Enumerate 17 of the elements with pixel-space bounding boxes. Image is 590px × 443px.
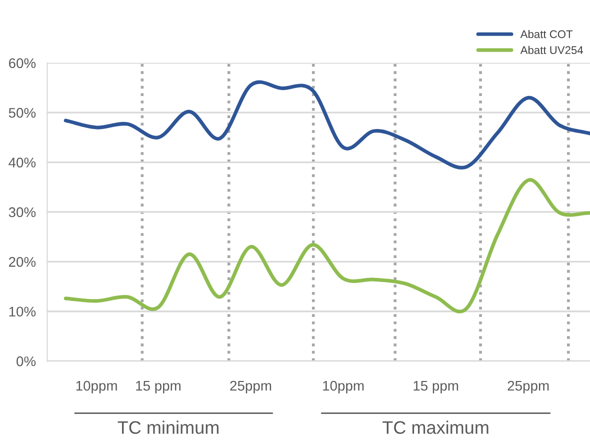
text: TC minimum bbox=[118, 420, 218, 434]
y-tick-label: 30% bbox=[8, 207, 36, 218]
x-tick-label: 25ppm bbox=[508, 380, 549, 394]
legend-label: Abatt UV254 bbox=[520, 46, 584, 54]
x-tick-label: 10ppm bbox=[76, 380, 117, 394]
x-tick-label: 15 ppm bbox=[414, 381, 458, 394]
y-tick-label: 10% bbox=[9, 306, 36, 317]
y-tick-label: 50% bbox=[8, 108, 36, 118]
y-tick-label: 0% bbox=[16, 356, 36, 366]
x-tick-label: 10ppm bbox=[323, 380, 364, 394]
y-tick-label: 40% bbox=[8, 158, 36, 168]
x-tick-label: 15 ppm bbox=[136, 381, 180, 394]
y-tick-label: 60% bbox=[8, 58, 36, 68]
text: TC maximum bbox=[382, 420, 488, 434]
legend-label: Abatt COT bbox=[520, 30, 573, 38]
y-tick-label: 20% bbox=[8, 257, 36, 267]
x-tick-label: 25ppm bbox=[230, 380, 272, 394]
